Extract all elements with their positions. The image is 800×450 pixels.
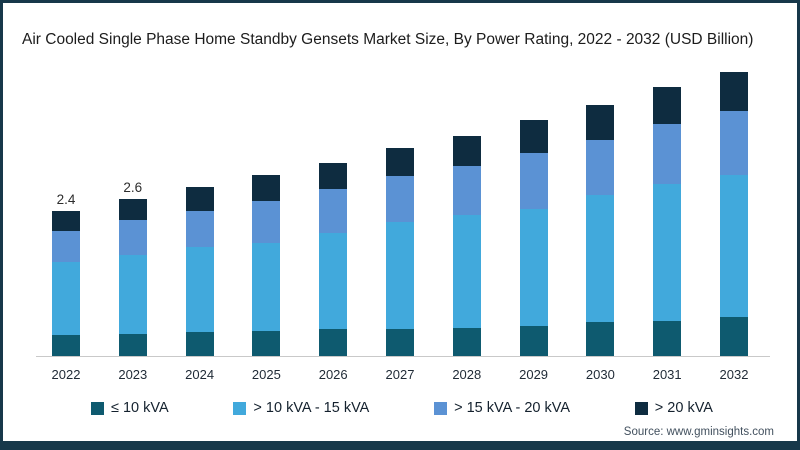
legend-label: > 10 kVA - 15 kVA: [253, 400, 370, 416]
stacked-bar-2029: [519, 120, 548, 356]
legend-swatch-icon: [233, 401, 247, 415]
stacked-bar-2023: 2.6: [118, 180, 147, 356]
bar-segment: [319, 329, 348, 356]
stacked-bar-2024: [185, 186, 214, 356]
bar-group-2027: 2027: [385, 3, 414, 382]
bar-segment: [252, 200, 281, 244]
bar-value-label: 2.4: [56, 192, 76, 208]
bar-segment: [452, 327, 481, 356]
bar-segment: [519, 208, 548, 326]
x-axis-label: 2032: [719, 367, 749, 382]
bar-segment: [586, 195, 615, 323]
bar-segment: [586, 322, 615, 356]
bar-segment: [52, 231, 80, 263]
bar-segment: [719, 316, 748, 356]
bar-group-2025: 2025: [252, 3, 281, 382]
bottom-accent-bar: [3, 441, 797, 447]
bar-segment: [719, 174, 748, 317]
bar-value-label: 2.6: [123, 180, 143, 196]
bar-group-2022: 2.4 2022: [52, 3, 81, 382]
x-axis-label: 2030: [585, 367, 615, 382]
legend-item: ≤ 10 kVA: [91, 400, 169, 416]
bar-group-2028: 2028: [452, 3, 481, 382]
bar-segment: [252, 174, 281, 201]
x-axis-label: 2023: [118, 367, 148, 382]
legend: ≤ 10 kVA > 10 kVA - 15 kVA > 15 kVA - 20 k…: [91, 400, 713, 416]
bar-segment: [185, 331, 214, 356]
source-note: Source: www.gminsights.com: [623, 426, 774, 438]
x-axis-line: [36, 356, 770, 357]
bar-segment: [185, 247, 214, 332]
bar-group-2023: 2.6 2023: [118, 3, 147, 382]
bar-segment: [719, 111, 748, 175]
legend-swatch-icon: [91, 401, 104, 415]
bar-segment: [653, 87, 682, 125]
bar-segment: [118, 334, 147, 356]
legend-item: > 15 kVA - 20 kVA: [434, 400, 570, 416]
x-axis-label: 2027: [385, 367, 415, 382]
x-axis-label: 2025: [251, 367, 281, 382]
stacked-bar-2031: [653, 87, 682, 356]
bar-segment: [586, 139, 615, 196]
legend-label: ≤ 10 kVA: [111, 400, 169, 416]
x-axis-label: 2022: [51, 367, 81, 382]
bar-segment: [118, 220, 147, 256]
bar-segment: [719, 72, 748, 112]
bar-group-2032: 2032: [719, 3, 748, 382]
chart-title: Air Cooled Single Phase Home Standby Gen…: [22, 31, 754, 48]
bar-segment: [452, 165, 481, 216]
stacked-bar-2025: [252, 174, 281, 356]
bar-segment: [452, 215, 481, 328]
bar-segment: [653, 321, 682, 356]
bar-segment: [586, 105, 615, 140]
stacked-bar-2032: [719, 72, 748, 356]
bar-group-2031: 2031: [653, 3, 682, 382]
bar-segment: [385, 328, 414, 356]
bar-segment: [319, 162, 348, 190]
bar-segment: [319, 189, 348, 233]
legend-swatch-icon: [434, 401, 448, 415]
bar-segment: [185, 186, 214, 212]
bar-group-2030: 2030: [586, 3, 615, 382]
x-axis-label: 2026: [318, 367, 348, 382]
bar-segment: [385, 221, 414, 329]
x-axis-label: 2024: [185, 367, 215, 382]
x-axis-label: 2028: [452, 367, 482, 382]
bar-segment: [52, 334, 80, 356]
plot-area: 2.4 2022 2.6 2023 2024 2025 2026 2027 2028 2029 20…: [52, 3, 748, 382]
bar-segment: [52, 262, 80, 335]
bar-group-2026: 2026: [319, 3, 348, 382]
bar-segment: [452, 135, 481, 166]
bar-group-2029: 2029: [519, 3, 548, 382]
stacked-bar-2028: [452, 135, 481, 356]
legend-label: > 15 kVA - 20 kVA: [454, 400, 571, 416]
bar-segment: [385, 176, 414, 222]
bar-segment: [118, 255, 147, 335]
bar-segment: [519, 120, 548, 154]
bar-segment: [653, 183, 682, 321]
bar-segment: [519, 325, 548, 356]
legend-item: > 10 kVA - 15 kVA: [233, 400, 369, 416]
x-axis-label: 2031: [652, 367, 682, 382]
legend-swatch-icon: [634, 401, 648, 415]
bar-segment: [52, 211, 80, 232]
stacked-bar-2027: [385, 147, 414, 356]
legend-item: > 20 kVA: [634, 400, 713, 416]
stacked-bar-2022: 2.4: [52, 192, 80, 356]
bar-segment: [653, 124, 682, 184]
stacked-bar-2026: [319, 162, 348, 356]
bar-segment: [519, 153, 548, 209]
bar-segment: [319, 232, 348, 330]
bar-segment: [252, 331, 281, 356]
bar-segment: [385, 147, 414, 177]
bar-segment: [118, 199, 147, 221]
bar-group-2024: 2024: [185, 3, 214, 382]
bar-segment: [185, 211, 214, 248]
stacked-bar-2030: [586, 105, 615, 356]
bar-segment: [252, 243, 281, 332]
x-axis-label: 2029: [519, 367, 549, 382]
legend-label: > 20 kVA: [654, 400, 713, 416]
